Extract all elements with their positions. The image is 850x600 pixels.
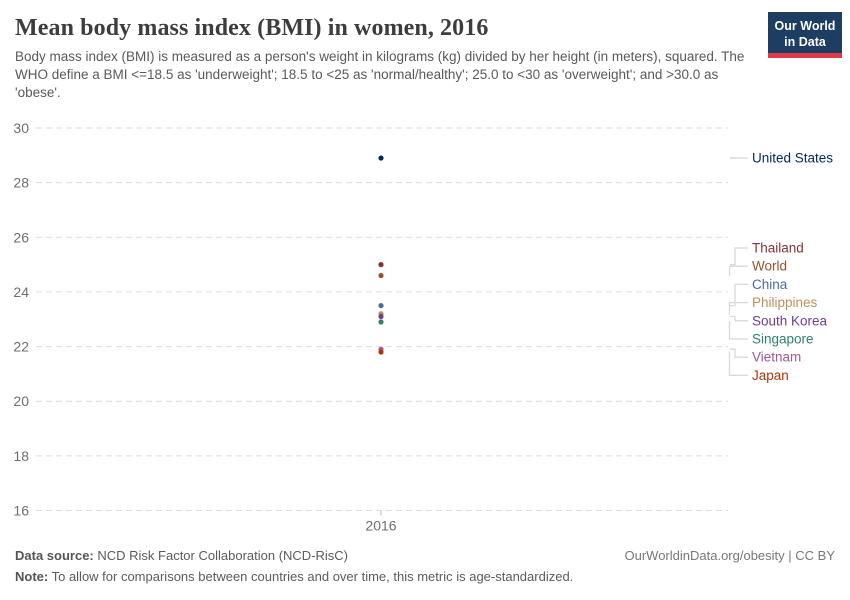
owid-logo: Our World in Data [768,12,842,58]
owid-logo-line1: Our World [774,19,836,33]
legend-label-vietnam[interactable]: Vietnam [752,350,801,365]
legend-label-thailand[interactable]: Thailand [752,241,804,256]
data-point-china[interactable] [378,302,384,309]
data-point-world[interactable] [378,272,384,279]
legend-connector-singapore [728,321,748,340]
x-tick-label: 2016 [365,518,396,534]
chart-subtitle: Body mass index (BMI) is measured as a p… [15,49,745,101]
note-value: To allow for comparisons between countri… [48,569,574,585]
legend-connector-philippines [728,301,748,315]
y-tick-label-20: 20 [13,393,29,409]
legend-connector-south-korea [730,315,748,322]
data-point-thailand[interactable] [378,262,384,268]
chart-footer: Data source: NCD Risk Factor Collaborati… [15,545,835,587]
legend-label-south-korea[interactable]: South Korea [752,313,828,328]
y-tick-label-30: 30 [13,120,29,136]
legend-connector-thailand [730,247,748,266]
y-tick-label-26: 26 [13,229,29,245]
footer-source-row: Data source: NCD Risk Factor Collaborati… [15,545,835,566]
legend-label-philippines[interactable]: Philippines [752,295,818,310]
data-point-japan[interactable] [378,349,384,355]
footer-note-row: Note: To allow for comparisons between c… [15,566,835,587]
legend-connector-china [730,283,748,307]
legend-label-china[interactable]: China [752,277,788,292]
legend-label-singapore[interactable]: Singapore [752,332,814,347]
note-label: Note: [15,569,49,585]
y-tick-label-28: 28 [13,175,29,191]
data-point-united-states[interactable] [378,155,384,161]
legend-connector-vietnam [730,348,748,358]
legend-label-united-states[interactable]: United States [752,151,833,166]
data-source-label: Data source: [15,548,94,563]
credit-link[interactable]: OurWorldinData.org/obesity | CC BY [624,548,836,563]
data-point-singapore[interactable] [378,319,384,325]
y-tick-label-16: 16 [13,503,29,519]
legend-connector-world [728,265,748,277]
legend-connector-japan [728,351,748,377]
legend-label-japan[interactable]: Japan [752,368,789,383]
data-source-value: NCD Risk Factor Collaboration (NCD-RisC) [93,548,349,563]
data-point-south-korea[interactable] [378,313,384,320]
y-tick-label-18: 18 [13,448,29,464]
data-source-text: Data source: NCD Risk Factor Collaborati… [15,545,348,566]
page-title: Mean body mass index (BMI) in women, 201… [15,15,489,41]
owid-logo-line2: in Data [784,34,826,49]
y-tick-label-22: 22 [13,339,29,355]
legend-label-world[interactable]: World [752,259,787,274]
y-tick-label-24: 24 [13,284,29,300]
